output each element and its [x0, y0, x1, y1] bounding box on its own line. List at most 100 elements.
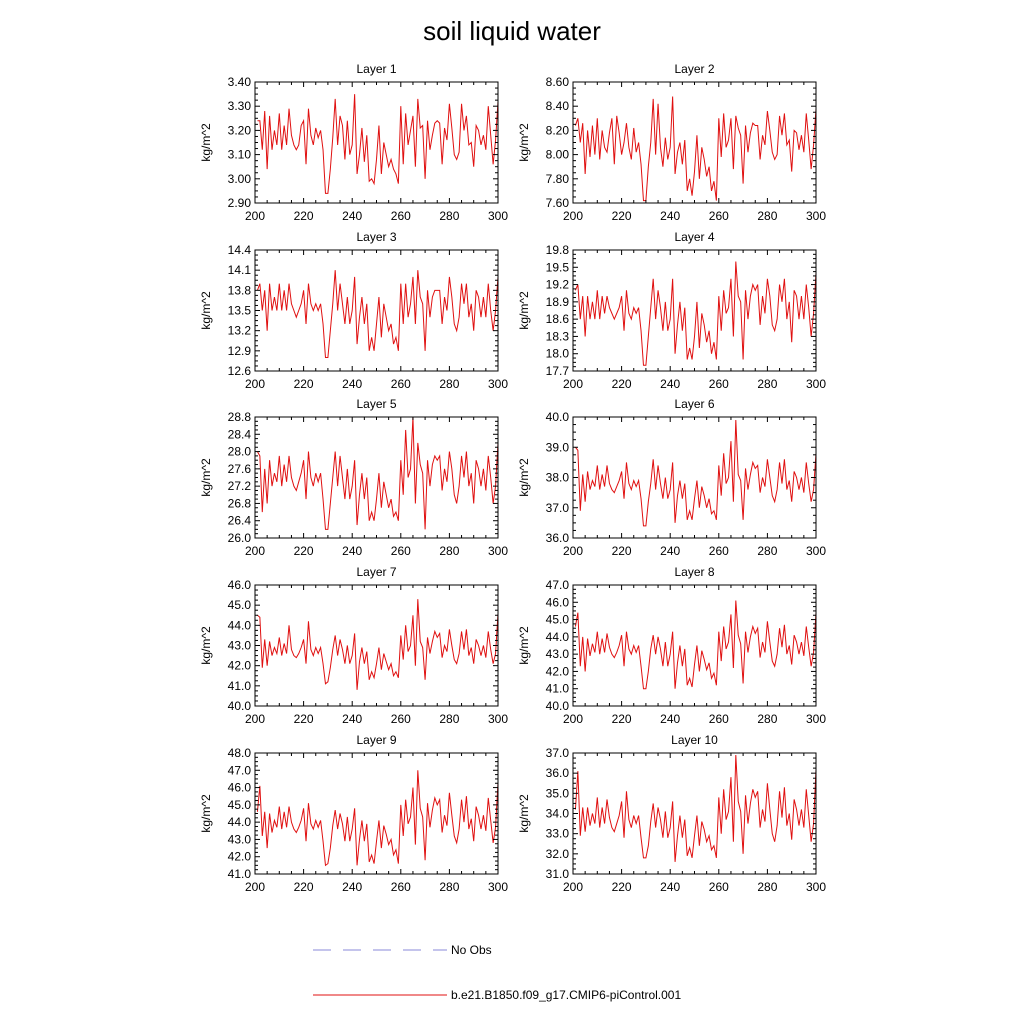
- y-tick-label: 2.90: [228, 196, 252, 210]
- y-tick-label: 3.20: [228, 123, 252, 137]
- y-tick-label: 26.4: [228, 514, 252, 528]
- y-tick-label: 37.0: [546, 501, 570, 515]
- x-tick-label: 200: [245, 544, 265, 558]
- x-tick-label: 260: [709, 712, 729, 726]
- x-tick-label: 280: [757, 209, 777, 223]
- y-tick-label: 13.2: [228, 324, 252, 338]
- plot-frame: [254, 81, 499, 204]
- y-tick-label: 3.00: [228, 172, 252, 186]
- y-tick-label: 34.0: [546, 807, 570, 821]
- x-tick-label: 280: [439, 377, 459, 391]
- panel-title: Layer 2: [674, 62, 714, 76]
- x-tick-label: 260: [709, 880, 729, 894]
- y-tick-label: 12.6: [228, 364, 252, 378]
- y-tick-label: 47.0: [546, 578, 570, 592]
- x-tick-label: 240: [660, 377, 680, 391]
- y-tick-label: 46.0: [546, 595, 570, 609]
- series-line: [574, 261, 817, 366]
- x-tick-label: 300: [806, 377, 826, 391]
- y-tick-label: 19.2: [546, 278, 570, 292]
- panel-layer-1: 200 220 240 260 280 300 2.90 3.00 3.10 3.20 3.30 3.…: [199, 62, 508, 223]
- x-tick-label: 200: [563, 544, 583, 558]
- series-line: [257, 94, 499, 194]
- y-tick-label: 8.00: [546, 148, 570, 162]
- plot-frame: [254, 752, 499, 875]
- series-line: [256, 416, 499, 530]
- y-axis-label: kg/m^2: [517, 794, 531, 833]
- y-tick-label: 39.0: [546, 440, 570, 454]
- plot-frame: [572, 752, 817, 875]
- plot-frame: [572, 416, 817, 539]
- y-tick-label: 44.0: [546, 630, 570, 644]
- panel-title: Layer 6: [674, 397, 714, 411]
- legend: No Obs b.e21.B1850.f09_g17.CMIP6-piContr…: [313, 943, 681, 1002]
- panel-title: Layer 8: [674, 565, 714, 579]
- y-tick-label: 46.0: [228, 578, 252, 592]
- y-axis-label: kg/m^2: [199, 626, 213, 665]
- legend-model-label: b.e21.B1850.f09_g17.CMIP6-piControl.001: [451, 988, 681, 1002]
- panel-title: Layer 3: [356, 230, 396, 244]
- x-tick-label: 260: [709, 544, 729, 558]
- plot-frame: [572, 81, 817, 204]
- series-line: [574, 600, 817, 690]
- x-tick-label: 260: [391, 712, 411, 726]
- y-tick-label: 18.6: [546, 312, 570, 326]
- y-tick-label: 7.80: [546, 172, 570, 186]
- y-tick-label: 14.4: [228, 243, 252, 257]
- x-tick-label: 220: [612, 544, 632, 558]
- x-tick-label: 300: [488, 377, 508, 391]
- y-tick-label: 8.40: [546, 99, 570, 113]
- y-tick-label: 3.40: [228, 75, 252, 89]
- y-tick-label: 44.0: [228, 618, 252, 632]
- y-tick-label: 18.3: [546, 329, 570, 343]
- x-tick-label: 280: [757, 880, 777, 894]
- x-tick-label: 260: [709, 209, 729, 223]
- y-tick-label: 42.0: [228, 659, 252, 673]
- legend-no-obs-label: No Obs: [451, 943, 492, 957]
- y-tick-label: 28.4: [228, 427, 252, 441]
- x-tick-label: 200: [245, 209, 265, 223]
- y-tick-label: 45.0: [546, 613, 570, 627]
- x-tick-label: 240: [342, 880, 362, 894]
- y-tick-label: 41.0: [546, 682, 570, 696]
- y-tick-label: 18.9: [546, 295, 570, 309]
- y-tick-label: 13.5: [228, 304, 252, 318]
- x-tick-label: 220: [612, 880, 632, 894]
- x-tick-label: 220: [294, 712, 314, 726]
- panel-layer-3: 200 220 240 260 280 300 12.6 12.9 13.2 13.5 13.8 14…: [199, 230, 508, 391]
- x-tick-label: 280: [757, 544, 777, 558]
- y-tick-label: 41.0: [228, 867, 252, 881]
- panel-title: Layer 10: [671, 733, 718, 747]
- y-tick-label: 35.0: [546, 786, 570, 800]
- x-tick-label: 260: [391, 377, 411, 391]
- x-tick-label: 300: [806, 544, 826, 558]
- y-tick-label: 43.0: [546, 647, 570, 661]
- x-tick-label: 300: [488, 544, 508, 558]
- x-tick-label: 280: [439, 209, 459, 223]
- x-tick-label: 240: [342, 209, 362, 223]
- y-tick-label: 26.8: [228, 496, 252, 510]
- x-tick-label: 260: [391, 880, 411, 894]
- x-tick-label: 240: [342, 377, 362, 391]
- y-tick-label: 47.0: [228, 763, 252, 777]
- panel-title: Layer 7: [356, 565, 396, 579]
- x-tick-label: 260: [709, 377, 729, 391]
- x-tick-label: 200: [563, 377, 583, 391]
- figure-title: soil liquid water: [423, 16, 601, 46]
- panel-layer-4: 200 220 240 260 280 300 17.7 18.0 18.3 18.6 18.9 19…: [517, 230, 826, 391]
- series-line: [574, 96, 817, 202]
- panel-layer-2: 200 220 240 260 280 300 7.60 7.80 8.00 8.20 8.40 8.…: [517, 62, 826, 223]
- x-tick-label: 220: [612, 712, 632, 726]
- y-tick-label: 37.0: [546, 746, 570, 760]
- y-axis-label: kg/m^2: [517, 291, 531, 330]
- series-line: [256, 770, 499, 867]
- panel-title: Layer 1: [356, 62, 396, 76]
- panel-title: Layer 9: [356, 733, 396, 747]
- y-tick-label: 36.0: [546, 766, 570, 780]
- series-line: [256, 270, 499, 359]
- y-axis-label: kg/m^2: [517, 123, 531, 162]
- x-tick-label: 220: [294, 209, 314, 223]
- y-tick-label: 3.30: [228, 99, 252, 113]
- y-axis-label: kg/m^2: [517, 626, 531, 665]
- x-tick-label: 200: [563, 209, 583, 223]
